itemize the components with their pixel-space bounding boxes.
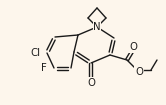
Text: O: O (129, 42, 137, 52)
Text: O: O (87, 78, 95, 88)
Text: Cl: Cl (30, 48, 40, 58)
Text: F: F (41, 63, 47, 73)
Text: O: O (135, 67, 143, 77)
Text: N: N (93, 22, 101, 32)
